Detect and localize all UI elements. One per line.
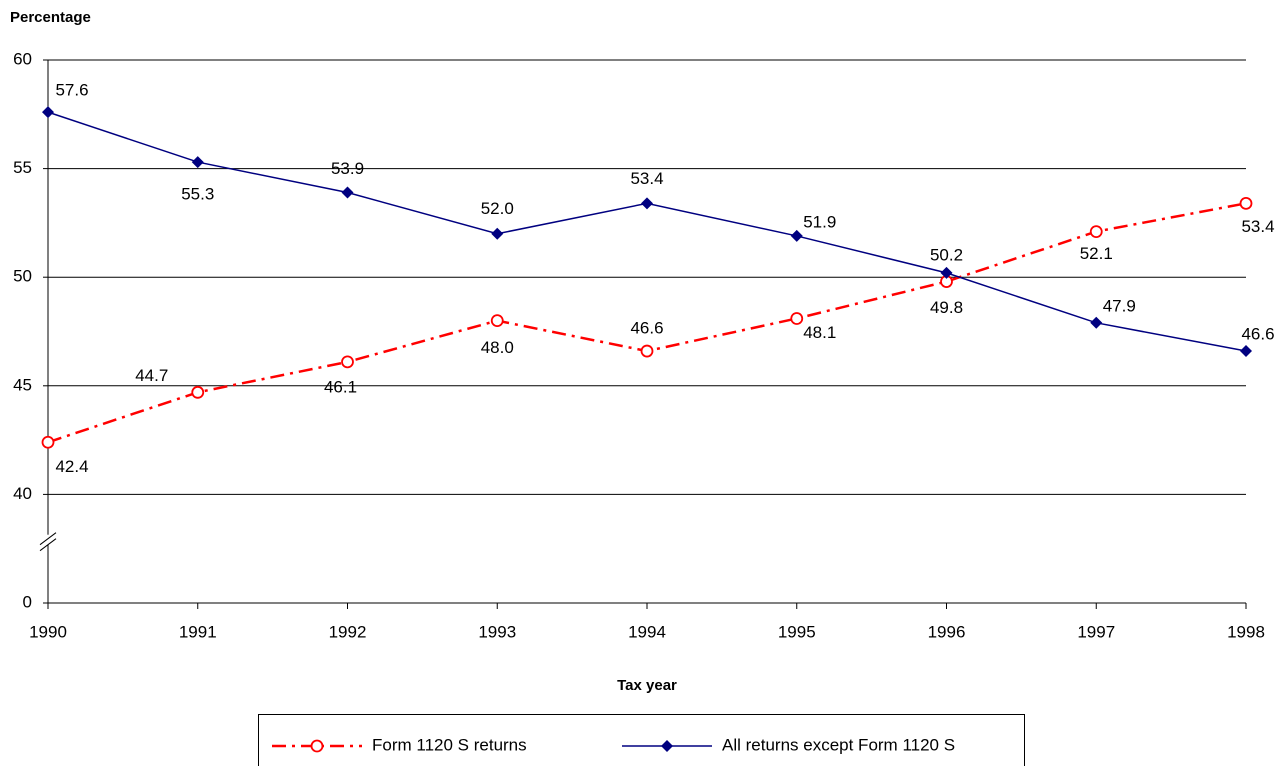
legend-marker	[310, 739, 324, 753]
y-axis-label: Percentage	[10, 9, 91, 26]
marker	[790, 229, 803, 242]
x-tick-label: 1993	[478, 622, 516, 641]
data-label: 55.3	[181, 185, 214, 204]
marker	[42, 106, 54, 119]
marker	[491, 227, 504, 240]
marker	[790, 312, 804, 325]
x-tick-label: 1996	[928, 622, 966, 641]
data-label: 44.7	[135, 366, 168, 385]
data-label: 48.1	[803, 323, 836, 342]
x-tick-label: 1992	[329, 622, 367, 641]
marker	[41, 435, 55, 449]
marker	[1240, 345, 1252, 358]
y-tick-label: 0	[23, 592, 32, 611]
y-tick-label: 40	[13, 484, 32, 503]
marker	[641, 197, 653, 210]
marker	[1090, 316, 1103, 329]
data-label: 46.1	[324, 377, 357, 396]
axis-break	[39, 538, 57, 552]
data-label: 52.0	[481, 199, 514, 218]
marker	[341, 355, 354, 369]
axis-break-gap	[42, 534, 54, 545]
data-label: 48.0	[481, 338, 514, 357]
legend-box	[258, 714, 1025, 766]
x-tick-label: 1995	[778, 622, 816, 641]
data-label: 46.6	[630, 319, 663, 338]
marker	[940, 266, 953, 279]
marker	[640, 344, 654, 358]
legend-label: Form 1120 S returns	[372, 735, 527, 754]
legend-label: All returns except Form 1120 S	[722, 735, 955, 754]
data-label: 53.9	[331, 159, 364, 178]
y-tick-label: 55	[13, 158, 32, 177]
data-label: 42.4	[55, 457, 88, 476]
data-label: 51.9	[803, 212, 836, 231]
data-label: 47.9	[1103, 296, 1136, 315]
x-tick-label: 1998	[1227, 622, 1265, 641]
y-tick-label: 45	[13, 375, 32, 394]
marker	[341, 186, 354, 199]
x-tick-label: 1997	[1077, 622, 1115, 641]
data-label: 52.1	[1080, 244, 1113, 263]
legend-marker	[661, 740, 673, 752]
marker	[490, 314, 504, 328]
axis-break	[39, 532, 57, 546]
marker	[191, 385, 205, 399]
y-tick-label: 60	[13, 49, 32, 68]
marker	[1089, 225, 1103, 238]
data-label: 57.6	[55, 81, 88, 100]
x-tick-label: 1994	[628, 622, 666, 641]
data-label: 53.4	[630, 169, 663, 188]
x-tick-label: 1990	[29, 622, 67, 641]
data-label: 46.6	[1241, 325, 1274, 344]
x-tick-label: 1991	[179, 622, 217, 641]
x-axis-label: Tax year	[617, 677, 677, 694]
data-label: 50.2	[930, 245, 963, 264]
marker	[1239, 196, 1253, 210]
y-tick-label: 50	[13, 267, 32, 286]
series-line	[47, 111, 1247, 352]
data-label: 49.8	[930, 298, 963, 317]
marker	[191, 156, 204, 169]
data-label: 53.4	[1241, 217, 1274, 236]
